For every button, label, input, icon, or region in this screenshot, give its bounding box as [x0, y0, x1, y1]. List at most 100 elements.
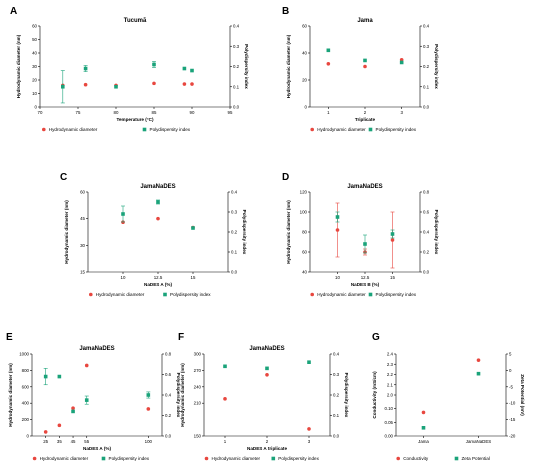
- y2-tick-label: 0.3: [233, 44, 240, 49]
- y2-tick-label: 0.8: [423, 190, 430, 195]
- y-tick-label: 0.05: [384, 420, 393, 425]
- y-axis-label: Hydrodynamic diameter (nm): [286, 200, 291, 264]
- x-tick-label: 100: [145, 439, 153, 444]
- data-point-hd: [335, 228, 340, 232]
- legend: Hydrodynamic diameter Polydispersity inde…: [310, 127, 417, 132]
- data-point-pdi: [43, 374, 48, 379]
- data-point-hd: [43, 430, 48, 434]
- y-tick-label: 210: [194, 401, 202, 406]
- y2-tick-label: 0.2: [423, 250, 430, 255]
- panel-a: A Tucumã 70 75 80 85 90 95 0 10 20 30 40 50 60 0.0 0.1 0.…: [10, 6, 249, 132]
- data-point-pdi: [363, 242, 367, 246]
- x-axis-label: NaDES A (%): [144, 282, 172, 287]
- y2-axis-label: Polydispersity index: [244, 44, 249, 89]
- data-point-hd: [156, 216, 160, 221]
- legend-label: Hydrodynamic diameter: [212, 456, 261, 461]
- data-point-hd: [326, 62, 331, 66]
- y2-tick-label: 0.3: [333, 372, 340, 377]
- y2-tick-label: -10: [509, 401, 516, 406]
- x-tick-label: 12.5: [361, 275, 370, 280]
- x-axis-label: Temperature (°C): [117, 117, 154, 122]
- y2-tick-label: 0.1: [231, 250, 238, 255]
- y2-tick-label: 0.0: [423, 105, 430, 110]
- legend-label: Polydispersity index: [170, 292, 211, 297]
- data-point-pdi: [476, 371, 481, 376]
- y-tick-label: 200: [22, 417, 30, 422]
- y2-axis-label: Polydispersity index: [434, 44, 439, 89]
- y-axis-label: Hydrodynamic diameter (nm): [8, 363, 13, 427]
- data-point-hd: [307, 427, 311, 431]
- panel-c: C JamaNaDES 10 12.5 15 15 30 45 60 0.0 0.1 0.2 0.3 0.…: [60, 172, 247, 297]
- y-tick-label: 0.00: [384, 434, 393, 439]
- x-tick-label: 2: [364, 110, 367, 115]
- x-tick-label: 35: [57, 439, 62, 444]
- data-point-hd: [476, 358, 481, 362]
- data-point-hd: [182, 82, 187, 86]
- y-tick-label: 1000: [19, 352, 29, 357]
- y2-axis-label: Zeta Potential (mV): [520, 374, 525, 416]
- legend-marker-circle: [310, 292, 315, 297]
- y-tick-label: 2.3: [387, 362, 394, 367]
- legend: Hydrodynamic diameter Polydispersity inde…: [32, 456, 150, 461]
- legend-label: Hydrodynamic diameter: [317, 292, 366, 297]
- data-point-hd: [83, 82, 88, 87]
- y2-tick-label: 0.8: [165, 352, 172, 357]
- data-point-pdi: [265, 366, 269, 371]
- panel-letter: E: [6, 332, 13, 343]
- data-point-pdi: [156, 200, 160, 204]
- data-point-hd: [57, 423, 62, 428]
- y-tick-label: 2.0: [387, 393, 394, 398]
- x-axis-label: Triplicate: [355, 117, 376, 122]
- data-point-hd: [265, 372, 269, 377]
- panel-letter: D: [282, 172, 289, 183]
- x-axis-label: NaDES A (%): [83, 446, 111, 451]
- y2-tick-label: 0.0: [333, 434, 340, 439]
- y-tick-label: 50: [32, 37, 37, 42]
- x-tick-label: 1: [224, 439, 227, 444]
- panel-f: F JamaNaDES 1 2 3 150 210 240 270 300 0.0 0.1 0.2 0.3…: [178, 332, 349, 461]
- legend-marker-square: [368, 292, 373, 297]
- legend-marker-square: [142, 127, 147, 132]
- legend-marker-square: [368, 127, 373, 132]
- panel-letter: G: [372, 332, 380, 343]
- x-tick-label: 25: [43, 439, 48, 444]
- legend-label: Polydispersity index: [109, 456, 150, 461]
- y-tick-label: 600: [22, 384, 30, 389]
- x-tick-label: 3: [308, 439, 311, 444]
- data-point-pdi: [421, 426, 426, 430]
- panel-title: JamaNaDES: [140, 184, 175, 190]
- data-point-pdi: [363, 58, 367, 63]
- x-axis-label: NaDES A triplicate: [247, 446, 287, 451]
- data-point-hd: [84, 363, 89, 368]
- y-tick-label: 120: [300, 190, 308, 195]
- data-point-pdi: [146, 393, 151, 397]
- legend-marker-circle: [32, 456, 37, 461]
- panel-letter: A: [10, 6, 17, 17]
- y-tick-label: 60: [302, 24, 307, 29]
- data-point-pdi: [114, 84, 118, 89]
- data-point-pdi: [121, 212, 125, 216]
- panel-g: G Jama JamaNaDES 0.00 0.05 0.10 2.0 2.1 2.2 2.3 2.…: [372, 332, 525, 461]
- y-tick-label: 10: [32, 91, 37, 96]
- data-point-hd: [223, 397, 227, 401]
- y2-tick-label: 0.1: [423, 84, 430, 89]
- y2-tick-label: 0.2: [333, 393, 340, 398]
- y-axis-label: Hydrodynamic diameter (nm): [286, 34, 291, 98]
- legend-marker-circle: [42, 127, 46, 132]
- y2-tick-label: 0.2: [233, 64, 240, 69]
- legend-label: Zeta Potential: [462, 456, 490, 461]
- panel-b: B Jama 1 2 3 0 20 40 60 0.0 0.1 0.2 0.3 0.4 Triplicate…: [282, 6, 439, 132]
- legend: Hydrodynamic diameter Polydispersity inde…: [89, 292, 211, 297]
- y2-tick-label: 5: [509, 352, 512, 357]
- panel-letter: C: [60, 172, 67, 183]
- y-axis-label: Hydrodynamic diameter (nm): [16, 34, 21, 98]
- x-tick-label: JamaNaDES: [466, 439, 491, 444]
- x-tick-label: 3: [400, 110, 403, 115]
- data-point-pdi: [335, 215, 340, 219]
- panel-d: D JamaNaDES 10 12.5 15 40 60 80 100 120 0.0 0.2 0.4 0…: [282, 172, 439, 297]
- y2-tick-label: 0: [509, 368, 512, 373]
- y2-axis-label: Polydispersity index: [434, 210, 439, 255]
- legend-marker-square: [101, 456, 106, 461]
- y2-tick-label: 0.1: [233, 84, 240, 89]
